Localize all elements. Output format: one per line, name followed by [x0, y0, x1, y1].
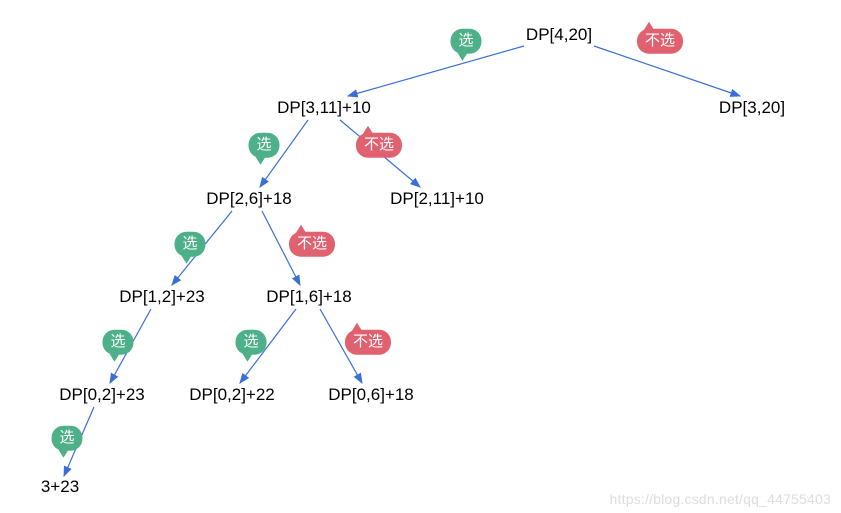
tree-node: DP[0,2]+22 [189, 385, 275, 405]
tree-node: DP[2,11]+10 [390, 189, 484, 209]
tree-node: DP[0,2]+23 [59, 385, 145, 405]
bubble-tail-icon [242, 353, 252, 361]
select-bubble: 选 [174, 232, 205, 257]
tree-edge [594, 46, 740, 96]
tree-node: DP[2,6]+18 [206, 189, 292, 209]
reject-bubble: 不选 [289, 232, 335, 257]
bubble-tail-icon [644, 22, 654, 30]
reject-bubble: 不选 [345, 330, 391, 355]
select-bubble: 选 [248, 133, 279, 158]
bubble-label: 选 [235, 330, 266, 355]
tree-node: DP[3,11]+10 [277, 98, 371, 118]
bubble-label: 不选 [637, 29, 683, 54]
bubble-label: 不选 [356, 133, 402, 158]
reject-bubble: 不选 [637, 29, 683, 54]
bubble-tail-icon [296, 225, 306, 233]
select-bubble: 选 [51, 426, 82, 451]
bubble-tail-icon [352, 323, 362, 331]
bubble-tail-icon [109, 353, 119, 361]
bubble-tail-icon [58, 449, 68, 457]
bubble-label: 不选 [345, 330, 391, 355]
bubble-label: 选 [174, 232, 205, 257]
bubble-label: 选 [248, 133, 279, 158]
tree-node: DP[3,20] [719, 98, 785, 118]
reject-bubble: 不选 [356, 133, 402, 158]
tree-node: 3+23 [41, 477, 79, 497]
bubble-label: 不选 [289, 232, 335, 257]
tree-node: DP[4,20] [526, 25, 592, 45]
bubble-tail-icon [457, 52, 467, 60]
bubble-label: 选 [450, 29, 481, 54]
bubble-tail-icon [181, 255, 191, 263]
tree-node: DP[1,2]+23 [119, 287, 205, 307]
select-bubble: 选 [235, 330, 266, 355]
select-bubble: 选 [450, 29, 481, 54]
tree-edge [348, 46, 524, 96]
bubble-tail-icon [363, 126, 373, 134]
select-bubble: 选 [102, 330, 133, 355]
tree-node: DP[0,6]+18 [328, 385, 414, 405]
watermark: https://blog.csdn.net/qq_44755403 [610, 491, 831, 507]
bubble-tail-icon [255, 156, 265, 164]
bubble-label: 选 [102, 330, 133, 355]
bubble-label: 选 [51, 426, 82, 451]
edge-layer [0, 0, 841, 513]
tree-node: DP[1,6]+18 [266, 287, 352, 307]
